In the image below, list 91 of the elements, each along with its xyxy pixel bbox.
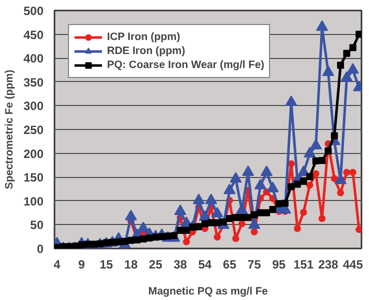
x-tick-label: 445 bbox=[342, 258, 364, 272]
point bbox=[337, 62, 344, 69]
point bbox=[300, 208, 308, 216]
point bbox=[78, 241, 86, 248]
x-tick-label: 75 bbox=[248, 258, 262, 272]
point bbox=[220, 218, 227, 226]
x-tick-label: 18 bbox=[124, 258, 138, 272]
point bbox=[322, 66, 334, 76]
point bbox=[356, 30, 362, 38]
point bbox=[318, 215, 326, 222]
point bbox=[244, 214, 252, 222]
point bbox=[330, 132, 338, 140]
point bbox=[232, 214, 240, 222]
point bbox=[310, 138, 322, 150]
point bbox=[306, 182, 314, 189]
x-tick-label: 38 bbox=[174, 258, 188, 272]
point bbox=[330, 175, 338, 182]
point bbox=[115, 238, 122, 246]
point bbox=[124, 210, 137, 220]
point bbox=[343, 50, 350, 57]
x-tick-label: 4 bbox=[54, 258, 61, 272]
point bbox=[300, 178, 308, 185]
y-tick-label: 0 bbox=[36, 242, 44, 256]
point bbox=[254, 178, 266, 190]
point bbox=[269, 206, 276, 213]
point bbox=[195, 223, 202, 230]
point bbox=[211, 206, 224, 218]
point bbox=[306, 173, 314, 180]
point bbox=[294, 180, 301, 188]
point bbox=[174, 204, 186, 216]
point bbox=[189, 224, 196, 231]
x-tick-label: 238 bbox=[318, 258, 339, 272]
x-tick-label: 15 bbox=[100, 258, 114, 272]
point bbox=[356, 226, 362, 233]
point bbox=[205, 194, 218, 204]
point bbox=[263, 209, 270, 216]
point bbox=[318, 156, 326, 164]
point bbox=[238, 220, 246, 228]
y-tick-label: 450 bbox=[23, 28, 44, 42]
x-tick-label: 54 bbox=[198, 258, 212, 272]
point bbox=[137, 222, 150, 232]
point bbox=[72, 242, 79, 248]
point bbox=[349, 168, 356, 176]
point bbox=[312, 170, 320, 178]
y-axis-title: Spectrometric Fe (ppm) bbox=[3, 69, 16, 190]
x-tick-label: 151 bbox=[294, 258, 314, 272]
point bbox=[250, 211, 258, 218]
y-tick-label: 400 bbox=[23, 52, 44, 66]
point bbox=[304, 146, 316, 158]
point bbox=[232, 235, 240, 242]
x-tick-label: 95 bbox=[272, 258, 286, 272]
y-tick-label: 100 bbox=[23, 194, 44, 208]
x-tick-label: 9 bbox=[78, 258, 86, 272]
legend-label: PQ: Coarse Iron Wear (mg/l Fe) bbox=[107, 58, 264, 72]
point bbox=[250, 228, 258, 236]
point bbox=[316, 20, 328, 31]
y-tick-label: 150 bbox=[23, 170, 44, 185]
x-tick-label: 25 bbox=[148, 258, 163, 272]
point bbox=[324, 147, 332, 154]
x-axis-title: Magnetic PQ as mg/l Fe bbox=[148, 286, 268, 298]
legend-label: RDE Iron (ppm) bbox=[107, 44, 186, 58]
point bbox=[346, 63, 359, 74]
y-tick-label: 300 bbox=[23, 99, 44, 114]
point bbox=[214, 219, 221, 226]
point bbox=[192, 194, 205, 204]
point bbox=[224, 184, 236, 194]
point bbox=[60, 243, 67, 248]
y-tick-label: 250 bbox=[23, 123, 44, 137]
point bbox=[96, 240, 104, 248]
legend-label: ICP Iron (ppm) bbox=[107, 30, 180, 44]
point bbox=[266, 182, 279, 192]
point bbox=[121, 238, 128, 245]
point bbox=[214, 234, 221, 241]
y-tick-label: 500 bbox=[23, 4, 44, 18]
point bbox=[294, 225, 301, 232]
point bbox=[282, 200, 289, 207]
point bbox=[230, 172, 242, 183]
point bbox=[285, 96, 298, 106]
point bbox=[349, 44, 356, 52]
point bbox=[182, 238, 190, 246]
point bbox=[182, 226, 190, 234]
y-tick-label: 350 bbox=[23, 75, 44, 90]
point bbox=[242, 165, 254, 176]
point bbox=[337, 189, 344, 196]
point bbox=[288, 183, 295, 190]
point bbox=[343, 168, 350, 176]
x-tick-label: 65 bbox=[222, 258, 237, 272]
y-tick-label: 200 bbox=[23, 146, 44, 161]
point bbox=[340, 71, 353, 82]
point bbox=[260, 165, 273, 176]
y-tick-label: 50 bbox=[30, 218, 44, 232]
